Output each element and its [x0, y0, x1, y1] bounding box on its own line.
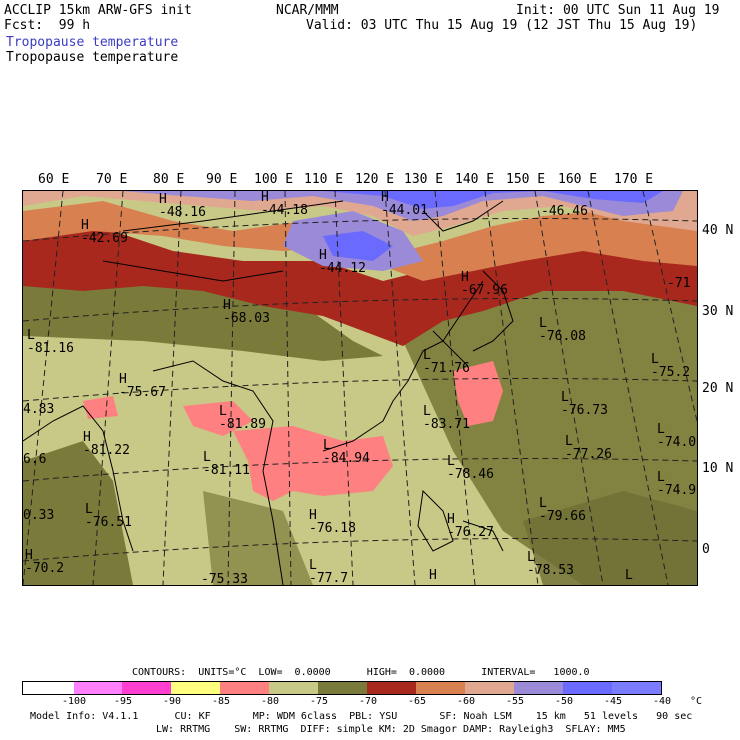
map-marker: 4.83 [23, 402, 55, 417]
colorbar-unit: °C [690, 696, 703, 707]
map-marker: H -81.22 [83, 430, 130, 458]
lon-label: 80 E [153, 172, 185, 187]
map-marker: L -78.53 [527, 550, 574, 578]
map-marker: L -81.16 [27, 328, 74, 356]
map-marker: L -78.46 [447, 454, 494, 482]
colorbar-swatch [318, 682, 367, 694]
map-marker: L -74.9 [657, 470, 697, 498]
map-marker: L -75.2 [651, 352, 691, 380]
colorbar [22, 681, 662, 695]
lat-label: 30 N [702, 304, 734, 319]
lon-label: 120 E [355, 172, 395, 187]
lon-label: 140 E [455, 172, 495, 187]
lat-label: 20 N [702, 381, 734, 396]
map-marker: L -77.7 [309, 558, 349, 586]
map-marker: H -42.69 [81, 218, 128, 246]
lon-label: 150 E [506, 172, 546, 187]
colorbar-label: -70 [359, 696, 378, 707]
colorbar-swatch [416, 682, 465, 694]
model-info-line1: Model Info: V4.1.1 CU: KF MP: WDM 6class… [30, 711, 693, 722]
map-marker: 6.6 [23, 452, 47, 467]
map-marker: L -76.08 [539, 316, 586, 344]
colorbar-label: -45 [604, 696, 623, 707]
map-marker: L -76.51 [85, 502, 132, 530]
map-marker: H -44.01 [381, 190, 428, 218]
lon-label: 170 E [614, 172, 654, 187]
lat-label: 0 [702, 542, 710, 557]
model-info-line2: LW: RRTMG SW: RRTMG DIFF: simple KM: 2D … [156, 724, 626, 735]
map-marker: L [625, 568, 633, 583]
colorbar-label: -40 [653, 696, 672, 707]
colorbar-swatch [514, 682, 563, 694]
field-title-shaded: Tropopause temperature [6, 35, 179, 50]
lon-label: 160 E [558, 172, 598, 187]
map-marker: -71 [667, 276, 691, 291]
lon-label: 130 E [404, 172, 444, 187]
lat-label: 40 N [702, 223, 734, 238]
colorbar-label: -50 [555, 696, 574, 707]
map-marker: H [429, 568, 437, 583]
map-marker: H -48.16 [159, 192, 206, 220]
colorbar-swatch [563, 682, 612, 694]
lat-label: 10 N [702, 461, 734, 476]
lon-label: 60 E [38, 172, 70, 187]
map-marker: H -67.96 [461, 270, 508, 298]
colorbar-label: -55 [506, 696, 525, 707]
map-marker: L -76.73 [561, 390, 608, 418]
colorbar-swatch [465, 682, 514, 694]
colorbar-label: -75 [310, 696, 329, 707]
map-marker: 0.33 [23, 508, 55, 523]
organization: NCAR/MMM [276, 3, 339, 18]
colorbar-swatch [269, 682, 318, 694]
init-time: Init: 00 UTC Sun 11 Aug 19 [516, 3, 720, 18]
valid-time: Valid: 03 UTC Thu 15 Aug 19 (12 JST Thu … [306, 18, 698, 33]
lon-label: 100 E [254, 172, 294, 187]
map-marker: L -74.0 [657, 422, 697, 450]
tropopause-temperature-map: H -48.16 H -44.18 H -44.01 -46.46 H -42.69 H… [22, 190, 698, 586]
field-title-contour: Tropopause temperature [6, 50, 179, 65]
colorbar-label: -60 [457, 696, 476, 707]
colorbar-swatch [171, 682, 220, 694]
map-marker: L -79.66 [539, 496, 586, 524]
map-marker: L -81.89 [219, 404, 266, 432]
map-marker: H -44.18 [261, 190, 308, 218]
map-marker: H -76.27 [447, 512, 494, 540]
colorbar-label: -85 [212, 696, 231, 707]
model-title: ACCLIP 15km ARW-GFS init [4, 3, 192, 18]
map-marker: L -83.71 [423, 404, 470, 432]
map-marker: L -77.26 [565, 434, 612, 462]
colorbar-label: -100 [62, 696, 87, 707]
forecast-hour: Fcst: 99 h [4, 18, 91, 33]
map-marker: H -68.03 [223, 298, 270, 326]
map-marker: H -75.67 [119, 372, 166, 400]
contours-info: CONTOURS: UNITS=°C LOW= 0.0000 HIGH= 0.0… [132, 667, 590, 678]
map-marker: H -70.2 [25, 548, 65, 576]
colorbar-swatch [367, 682, 416, 694]
map-marker: -75.33 [201, 572, 248, 586]
map-marker: -46.46 [541, 204, 588, 219]
map-marker: L -84.94 [323, 438, 370, 466]
colorbar-label: -95 [114, 696, 133, 707]
colorbar-label: -80 [261, 696, 280, 707]
lon-label: 90 E [206, 172, 238, 187]
map-marker: L -81.11 [203, 450, 250, 478]
colorbar-swatch [23, 682, 74, 694]
map-marker: H -44.12 [319, 248, 366, 276]
map-marker: H -76.18 [309, 508, 356, 536]
lon-label: 110 E [304, 172, 344, 187]
colorbar-swatch [74, 682, 122, 694]
colorbar-label: -65 [408, 696, 427, 707]
map-canvas [23, 191, 697, 585]
colorbar-swatch [122, 682, 171, 694]
lon-label: 70 E [96, 172, 128, 187]
colorbar-swatch [612, 682, 661, 694]
colorbar-label: -90 [163, 696, 182, 707]
colorbar-swatch [220, 682, 269, 694]
map-marker: L -71.76 [423, 348, 470, 376]
